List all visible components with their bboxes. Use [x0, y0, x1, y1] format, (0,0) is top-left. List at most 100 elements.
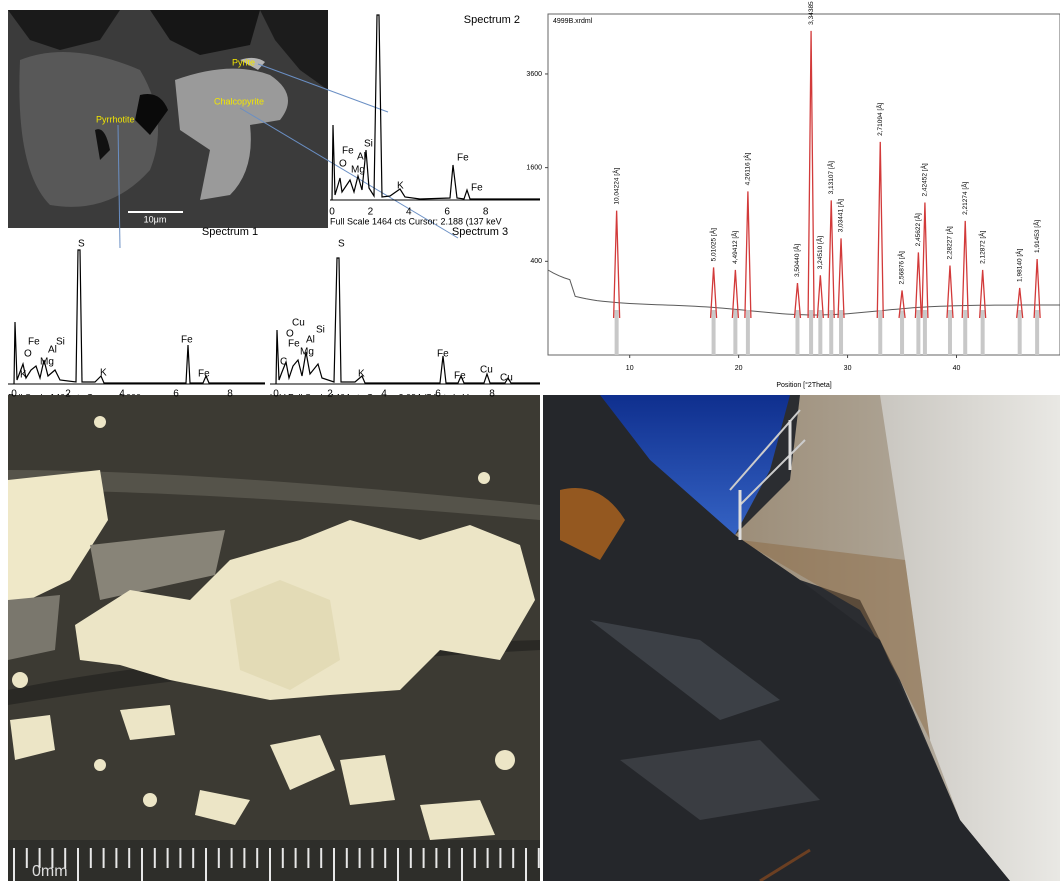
reference-stick — [916, 310, 920, 355]
element-label: Cu — [292, 318, 305, 329]
element-label: Cu — [500, 373, 513, 384]
element-label: Fe — [288, 339, 300, 350]
peak-label: 1,98140 [Å] — [1014, 248, 1023, 281]
element-label: S — [78, 239, 85, 250]
tick-label: 2 — [368, 207, 374, 218]
element-label: Al — [306, 335, 315, 346]
reference-stick — [948, 310, 952, 355]
peak-label: 3,13107 [Å] — [826, 161, 835, 194]
page: { "sem": {"labels": ["Pyrite", "Chalcopy… — [0, 0, 1060, 881]
figure: 10μm Pyrite Chalcopyrite Pyrrhotite Spec… — [0, 0, 1060, 881]
reference-stick — [878, 310, 882, 355]
x-tick-label: 30 — [844, 365, 852, 372]
peak-label: 4,49412 [Å] — [730, 230, 739, 263]
tick-label: 8 — [483, 207, 489, 218]
reference-stick — [746, 310, 750, 355]
element-label: K — [358, 369, 365, 380]
reference-stick — [1018, 310, 1022, 355]
mineral-label: Chalcopyrite — [214, 96, 264, 106]
element-label: Fe — [457, 153, 469, 164]
peak-label: 2,42452 [Å] — [920, 163, 929, 196]
peak-label: 4,26116 [Å] — [743, 152, 752, 185]
x-tick-label: 40 — [953, 365, 961, 372]
element-label: Mg — [40, 357, 54, 368]
tick-label: 6 — [173, 389, 179, 400]
reference-stick — [733, 310, 737, 355]
element-label: K — [20, 370, 27, 381]
element-label: Fe — [454, 371, 466, 382]
peak-label: 2,28227 [Å] — [945, 226, 954, 259]
tick-label: 2 — [65, 389, 71, 400]
spectrum-1: Spectrum 1 S Fe O Mg Al Si K K Fe Fe Ful… — [8, 226, 265, 402]
peak-label: 3,50440 [Å] — [792, 244, 801, 277]
spectrum-title: Spectrum 3 — [452, 226, 508, 238]
peak-label: 1,91453 [Å] — [1032, 220, 1041, 253]
tick-label: 2 — [327, 389, 333, 400]
element-label: Mg — [351, 165, 365, 176]
element-label: Fe — [437, 349, 449, 360]
x-tick-label: 20 — [735, 365, 743, 372]
element-label: Si — [364, 139, 373, 150]
tick-label: 8 — [489, 389, 495, 400]
element-label: K — [397, 181, 404, 192]
field-photo — [543, 395, 1060, 881]
spectrum-title: Spectrum 1 — [202, 226, 258, 238]
tick-label: 8 — [227, 389, 233, 400]
spectrum-2: Spectrum 2 Fe O Mg Al Si K Fe Fe Full Sc… — [330, 14, 540, 226]
reference-stick — [963, 310, 967, 355]
x-axis-label: Position [°2Theta] — [776, 381, 831, 389]
peak-label: 2,45622 [Å] — [913, 213, 922, 246]
reference-stick — [1035, 310, 1039, 355]
tick-label: 4 — [119, 389, 125, 400]
tick-label: 0 — [329, 207, 335, 218]
reference-stick — [795, 310, 799, 355]
tick-label: 4 — [406, 207, 412, 218]
mineral-label: Pyrite — [232, 57, 255, 67]
tick-label: 0 — [11, 389, 17, 400]
tick-label: 4 — [381, 389, 387, 400]
sem-image: 10μm Pyrite Chalcopyrite Pyrrhotite — [8, 10, 458, 248]
y-tick-label: 1600 — [526, 164, 542, 171]
reference-stick — [615, 310, 619, 355]
peak-label: 10,04224 [Å] — [611, 168, 620, 205]
element-label: S — [338, 239, 345, 250]
element-label: O — [24, 349, 32, 360]
element-label: Si — [56, 337, 65, 348]
scale-bar-label: 10μm — [144, 214, 167, 224]
element-label: Mg — [300, 347, 314, 358]
element-label: Fe — [471, 183, 483, 194]
reference-stick — [981, 310, 985, 355]
mineral-label: Pyrrhotite — [96, 114, 135, 124]
peak-label: 5,01025 [Å] — [708, 228, 717, 261]
peak-label: 2,12872 [Å] — [977, 230, 986, 263]
y-tick-label: 3600 — [526, 71, 542, 78]
tick-label: 6 — [444, 207, 450, 218]
tick-label: 0 — [273, 389, 279, 400]
reference-stick — [829, 310, 833, 355]
peak-label: 3,03441 [Å] — [836, 199, 845, 232]
xrd-file: 4999B.xrdml — [553, 18, 593, 25]
y-tick-label: 400 — [530, 258, 542, 265]
element-label: Al — [357, 152, 366, 163]
peak-label: 2,56876 [Å] — [897, 251, 906, 284]
spectrum-footer: Full Scale 1464 cts Cursor: 2.188 (137 k… — [330, 216, 502, 226]
element-label: Fe — [198, 369, 210, 380]
spectrum-3: Spectrum 3 S Cu O Fe C Al Si Mg K Fe Fe … — [270, 226, 540, 402]
element-label: C — [280, 357, 287, 368]
micrograph: 0mm — [8, 395, 540, 881]
reference-stick — [809, 310, 813, 355]
element-label: Si — [316, 325, 325, 336]
peak-label: 3,34385 [Å] — [806, 0, 815, 25]
spectrum-title: Spectrum 2 — [464, 14, 520, 26]
reference-stick — [923, 310, 927, 355]
reference-stick — [818, 310, 822, 355]
element-label: Fe — [181, 335, 193, 346]
element-label: Cu — [480, 365, 493, 376]
ruler-label: 0mm — [32, 863, 68, 880]
element-label: K — [100, 368, 107, 379]
reference-stick — [712, 310, 716, 355]
x-tick-label: 10 — [626, 365, 634, 372]
element-label: O — [339, 159, 347, 170]
peak-label: 3,24510 [Å] — [815, 236, 824, 269]
reference-stick — [900, 310, 904, 355]
